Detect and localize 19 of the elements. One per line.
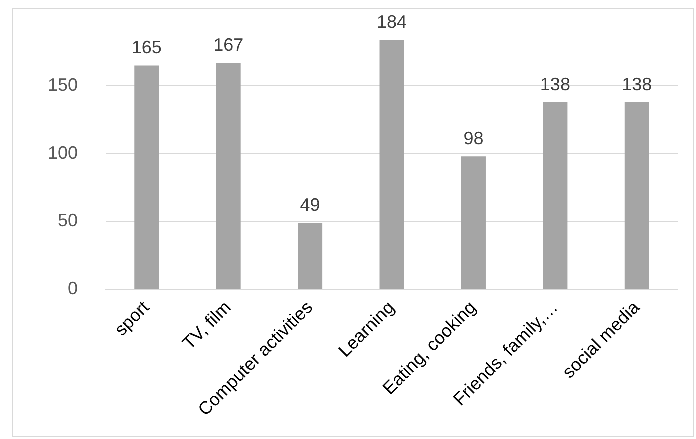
data-label: 98 bbox=[464, 128, 484, 149]
data-label: 49 bbox=[300, 195, 320, 216]
data-label: 165 bbox=[132, 38, 162, 58]
y-tick-label: 150 bbox=[48, 75, 78, 96]
bar bbox=[380, 40, 404, 289]
data-label: 138 bbox=[540, 74, 570, 94]
bar bbox=[216, 63, 241, 289]
y-tick-label: 0 bbox=[68, 278, 78, 298]
data-label: 167 bbox=[214, 35, 244, 56]
bar bbox=[134, 66, 160, 289]
y-tick-label: 50 bbox=[58, 210, 78, 231]
x-tick-label: TV, film bbox=[178, 297, 235, 354]
bar bbox=[298, 223, 323, 289]
y-tick-label: 100 bbox=[48, 142, 78, 163]
data-label: 184 bbox=[376, 12, 408, 32]
bar bbox=[543, 102, 568, 289]
bar bbox=[461, 156, 486, 289]
data-label: 138 bbox=[622, 74, 652, 94]
bar bbox=[624, 102, 650, 289]
